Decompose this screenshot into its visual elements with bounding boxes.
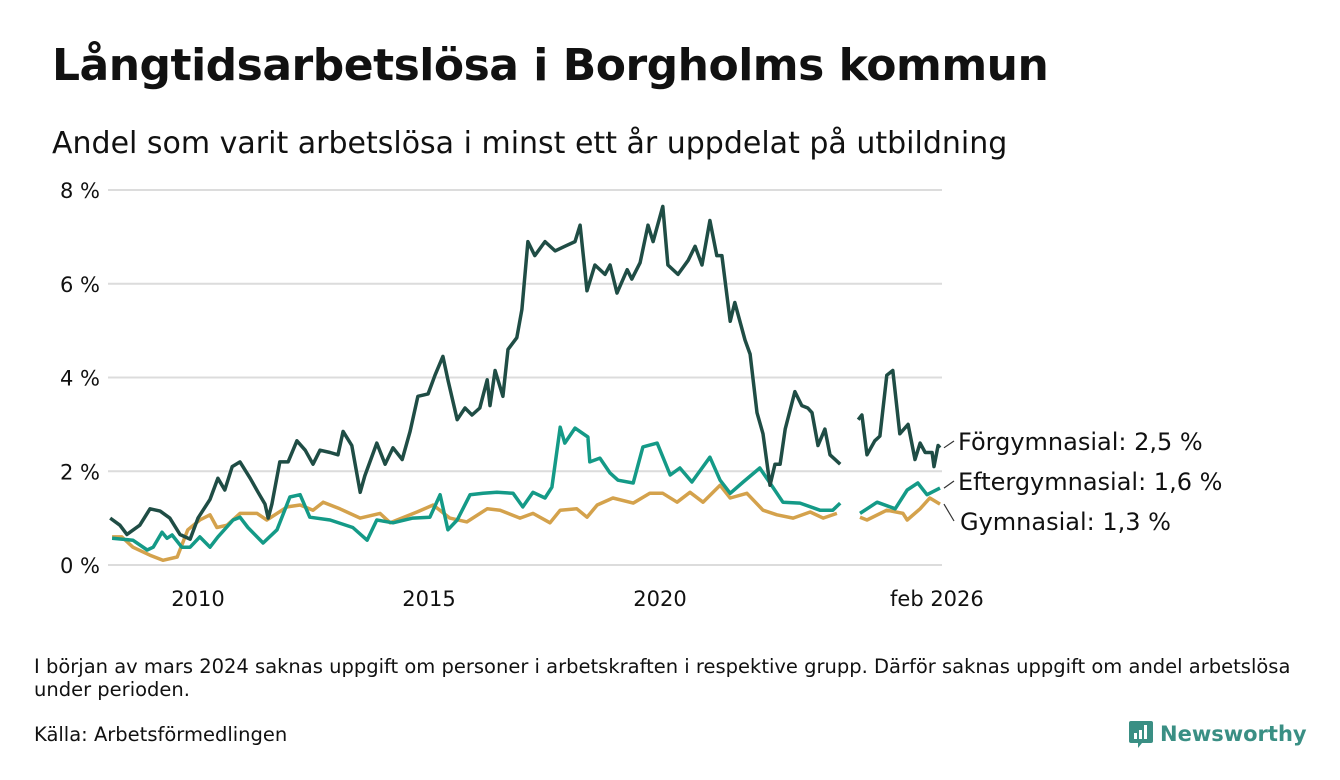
series-lines xyxy=(109,204,942,563)
series-line-förgymnasial xyxy=(109,204,942,541)
x-tick-label: 2020 xyxy=(633,587,686,611)
x-tick-label: 2015 xyxy=(402,587,455,611)
page-title: Långtidsarbetslösa i Borgholms kommun xyxy=(52,40,1049,91)
logo-text: Newsworthy xyxy=(1160,722,1307,746)
y-tick-label: 6 % xyxy=(60,273,100,297)
x-tick-label: feb 2026 xyxy=(890,587,984,611)
y-tick-label: 4 % xyxy=(60,367,100,391)
label-connector xyxy=(943,503,955,522)
label-connector xyxy=(943,440,955,449)
x-axis-ticks: 2010 2015 2020 feb 2026 xyxy=(171,587,984,611)
y-tick-label: 0 % xyxy=(60,554,100,578)
y-axis-ticks: 0 % 2 % 4 % 6 % 8 % xyxy=(60,179,100,578)
label-connector xyxy=(943,480,955,489)
source-text: Källa: Arbetsförmedlingen xyxy=(34,723,288,746)
y-tick-label: 2 % xyxy=(60,460,100,484)
series-line-gymnasial xyxy=(112,483,941,563)
series-end-label: Förgymnasial: 2,5 % xyxy=(958,428,1203,456)
footnote: I början av mars 2024 saknas uppgift om … xyxy=(34,655,1291,701)
newsworthy-logo[interactable]: Newsworthy xyxy=(1128,719,1307,749)
series-end-label: Eftergymnasial: 1,6 % xyxy=(958,468,1222,496)
series-end-labels: Förgymnasial: 2,5 % Eftergymnasial: 1,6 %… xyxy=(943,428,1222,536)
grid-lines xyxy=(108,189,942,566)
series-line-eftergymnasial xyxy=(111,425,941,552)
x-tick-label: 2010 xyxy=(171,587,224,611)
bar-chart-logo-icon xyxy=(1129,721,1153,748)
page-subtitle: Andel som varit arbetslösa i minst ett å… xyxy=(52,126,1008,161)
series-end-label: Gymnasial: 1,3 % xyxy=(960,508,1171,536)
y-tick-label: 8 % xyxy=(60,179,100,203)
